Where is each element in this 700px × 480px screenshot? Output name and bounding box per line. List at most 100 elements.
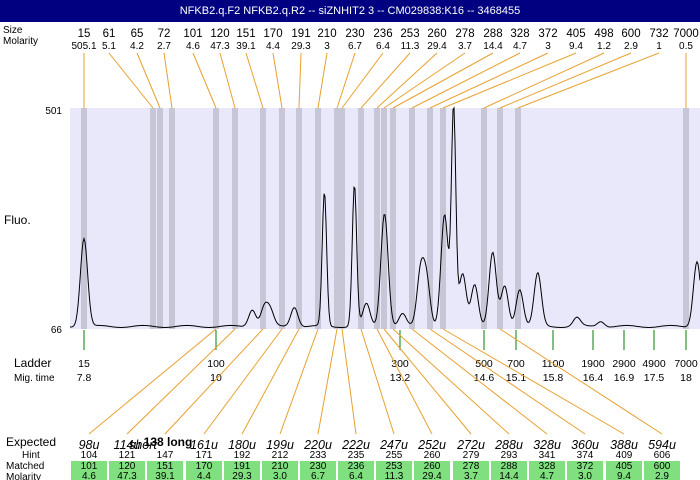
ladder-size-label: 7000: [674, 358, 698, 370]
expected-connector: [499, 328, 663, 435]
expected-connector: [429, 328, 586, 435]
ladder-row-label: Ladder: [14, 356, 51, 370]
expected-connector: [442, 328, 625, 435]
expected-size-label: 199u: [266, 438, 294, 452]
peak-size-label: 191: [291, 28, 310, 40]
peak-connector: [411, 52, 521, 109]
molarity-bottom-value: 29.3: [232, 471, 252, 480]
window-title: NFKB2.q.F2 NFKB2.q.R2 -- siZNHIT2 3 -- C…: [0, 0, 700, 22]
hint-value: 233: [310, 450, 327, 461]
expected-connector: [411, 328, 548, 435]
peak-connector: [429, 52, 549, 109]
peak-molarity-label: 6.7: [348, 41, 362, 52]
expected-size-label: 288u: [494, 438, 523, 452]
hint-value: 212: [272, 450, 289, 461]
expected-connector: [241, 328, 300, 435]
peak-connector: [392, 52, 494, 109]
peak-size-label: 600: [621, 28, 640, 40]
matched-row-label: Matched: [6, 461, 44, 472]
ladder-size-label: 100: [207, 358, 225, 370]
matched-cell: [71, 461, 107, 480]
peak-size-label: 7000: [673, 28, 699, 40]
peak-size-label: 65: [131, 28, 144, 40]
peak-molarity-label: 0.5: [679, 41, 693, 52]
matched-cell: [376, 461, 412, 480]
matched-cell: [186, 461, 222, 480]
expected-connector: [88, 328, 217, 435]
expected-annotation: 138 long: [144, 435, 193, 449]
peak-connector: [317, 52, 328, 109]
peak-molarity-label: 14.4: [483, 41, 503, 52]
peak-molarity-label: 29.4: [427, 41, 447, 52]
matched-cell: [414, 461, 450, 480]
ladder-size-label: 500: [475, 358, 493, 370]
matched-cell: [300, 461, 336, 480]
ladder-time-label: 16.4: [583, 372, 604, 384]
expected-connector: [383, 328, 472, 435]
molarity-bottom-value: 11.3: [385, 471, 404, 480]
short-tag: short: [129, 438, 157, 452]
peak-size-label: 236: [373, 28, 392, 40]
peak-connector: [360, 52, 411, 109]
matched-value: 288: [501, 461, 518, 472]
ladder-time-label: 10: [210, 372, 222, 384]
peak-molarity-label: 2.7: [157, 41, 171, 52]
peak-band: [374, 108, 380, 329]
hint-value: 171: [196, 450, 213, 461]
peak-connector: [336, 52, 356, 109]
peak-band: [358, 108, 364, 329]
peak-band: [81, 108, 87, 329]
expected-connector: [126, 328, 236, 435]
ladder-size-label: 4900: [642, 358, 666, 370]
peak-size-label: 61: [103, 28, 116, 40]
peak-size-label: 170: [263, 28, 282, 40]
hint-value: 260: [424, 450, 441, 461]
ladder-size-label: 15: [78, 358, 90, 370]
peak-size-label: 15: [78, 28, 91, 40]
expected-connector: [341, 328, 357, 435]
hint-value: 121: [119, 450, 136, 461]
expected-size-label: 272u: [456, 438, 485, 452]
peak-band: [409, 108, 415, 329]
matched-value: 191: [234, 461, 251, 472]
peak-size-label: 210: [317, 28, 336, 40]
expected-connector: [203, 328, 283, 435]
matched-value: 101: [81, 461, 98, 472]
matched-value: 600: [654, 461, 671, 472]
hint-value: 104: [81, 450, 98, 461]
peak-molarity-label: 505.1: [71, 41, 96, 52]
hint-value: 255: [386, 450, 403, 461]
peak-connector: [383, 52, 466, 109]
peak-connector: [136, 52, 161, 109]
peak-band: [390, 108, 396, 329]
migtime-row-label: Mig. time: [14, 373, 55, 384]
expected-size-label: 328u: [533, 438, 561, 452]
peak-molarity-label: 29.3: [291, 41, 311, 52]
ladder-size-label: 1900: [581, 358, 605, 370]
expected-connector: [392, 328, 510, 435]
molarity-bottom-value: 4.4: [197, 471, 211, 480]
peak-band: [169, 108, 175, 329]
peak-band: [515, 108, 521, 329]
peak-molarity-label: 4.6: [186, 41, 200, 52]
peak-band: [334, 108, 340, 329]
expected-connector: [360, 328, 395, 435]
peak-band: [315, 108, 321, 329]
peak-molarity-label: 2.9: [624, 41, 638, 52]
ladder-size-label: 700: [507, 358, 525, 370]
matched-cell: [606, 461, 642, 480]
peak-band: [481, 108, 487, 329]
peak-band: [440, 108, 446, 329]
peak-band: [427, 108, 433, 329]
matched-value: 278: [463, 461, 480, 472]
peak-connector: [163, 52, 173, 109]
molarity-bottom-value: 6.4: [349, 471, 363, 480]
peak-size-label: 405: [566, 28, 585, 40]
ladder-time-label: 15.1: [506, 372, 527, 384]
peak-connector: [298, 52, 302, 109]
peak-molarity-label: 3: [324, 41, 330, 52]
peak-connector: [376, 52, 438, 109]
molarity-bottom-value: 4.6: [82, 471, 96, 480]
peak-band: [260, 108, 266, 329]
